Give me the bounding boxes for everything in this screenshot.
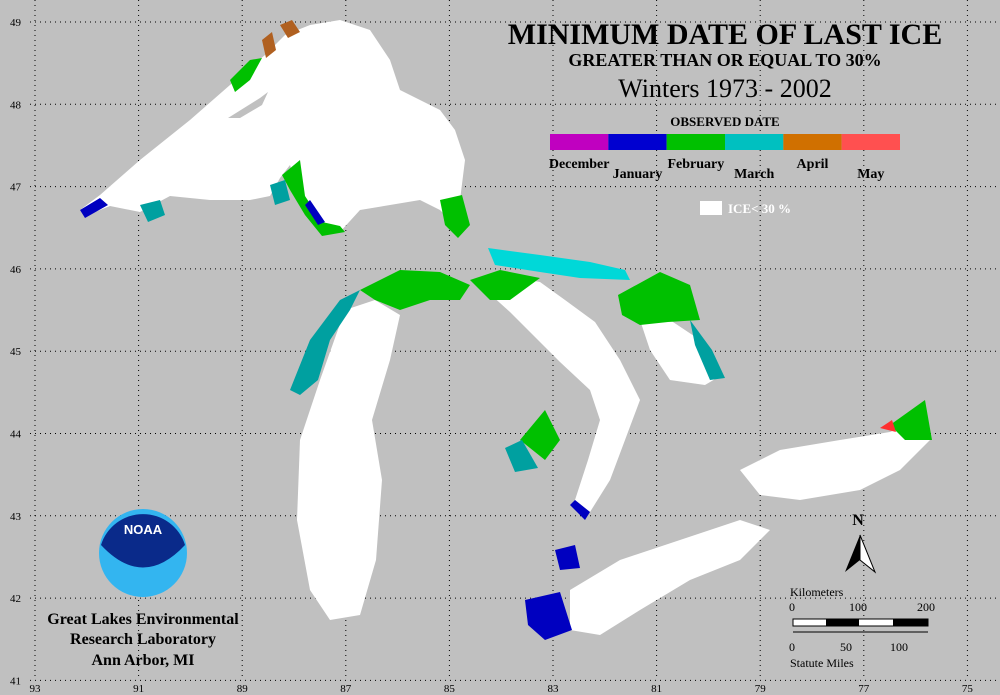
scale-label: 0 <box>789 600 795 614</box>
north-label: N <box>852 512 864 529</box>
title: MINIMUM DATE OF LAST ICE <box>508 18 942 51</box>
subtitle: GREATER THAN OR EQUAL TO 30% <box>568 50 881 70</box>
latitude-label: 43 <box>10 511 22 523</box>
legend-swatch <box>725 134 784 150</box>
legend-label: February <box>667 157 724 172</box>
longitude-label: 83 <box>548 683 560 695</box>
latitude-label: 48 <box>10 99 22 111</box>
scale-label: 200 <box>917 600 935 614</box>
ice-band <box>360 270 470 310</box>
island <box>228 92 268 118</box>
lake-huron <box>480 275 640 512</box>
scale-title: Statute Miles <box>790 656 854 670</box>
ice-band <box>570 500 590 520</box>
ice-swatch <box>700 201 722 215</box>
georgian-bay <box>640 320 722 385</box>
lake-ontario <box>740 420 930 500</box>
longitude-label: 89 <box>237 683 249 695</box>
latitude-label: 41 <box>10 675 21 687</box>
scale-bar <box>826 619 859 626</box>
legend-label: December <box>549 157 610 172</box>
longitude-label: 79 <box>755 683 767 695</box>
noaa-logo-top <box>101 514 185 568</box>
scale-bar <box>893 619 928 626</box>
ice-label: ICE< 30 % <box>728 201 791 216</box>
scale-label: 100 <box>849 600 867 614</box>
legend-swatch <box>783 134 842 150</box>
ice-band <box>890 400 932 440</box>
latitude-label: 49 <box>10 17 22 29</box>
latitude-label: 47 <box>10 182 22 194</box>
longitude-label: 93 <box>30 683 42 695</box>
latitude-label: 45 <box>10 346 22 358</box>
lab-name: Research Laboratory <box>70 631 216 648</box>
ice-band <box>690 320 725 380</box>
scale-label: 100 <box>890 640 908 654</box>
legend-swatch <box>841 134 900 150</box>
legend-label: January <box>613 167 663 182</box>
ice-band <box>230 58 470 238</box>
scale-title: Kilometers <box>790 585 844 599</box>
legend-swatch <box>550 134 609 150</box>
ice-band <box>140 180 290 222</box>
ice-band <box>505 440 538 472</box>
legend-title: OBSERVED DATE <box>670 114 779 129</box>
lake-michigan <box>297 300 400 620</box>
north-channel <box>488 248 630 280</box>
legend-label: May <box>857 167 884 182</box>
lake-superior <box>80 20 465 232</box>
ice-band <box>262 20 300 58</box>
latitude-label: 46 <box>10 264 22 276</box>
noaa-text: NOAA <box>124 522 163 537</box>
longitude-label: 75 <box>962 683 974 695</box>
latitude-label: 44 <box>10 429 22 441</box>
legend-label: April <box>797 157 829 172</box>
period: Winters 1973 - 2002 <box>618 74 831 103</box>
north-arrow <box>859 534 877 574</box>
legend-swatch <box>608 134 667 150</box>
scale-label: 50 <box>840 640 852 654</box>
scale-label: 0 <box>789 640 795 654</box>
legend-swatch <box>666 134 725 150</box>
longitude-label: 91 <box>133 683 144 695</box>
ice-band <box>525 545 580 640</box>
lake-erie <box>570 520 770 635</box>
lab-name: Ann Arbor, MI <box>92 652 195 669</box>
ice-band <box>618 272 700 325</box>
longitude-label: 85 <box>444 683 456 695</box>
legend-label: March <box>734 167 774 182</box>
latitude-label: 42 <box>10 593 21 605</box>
longitude-label: 87 <box>340 683 352 695</box>
longitude-label: 81 <box>651 683 662 695</box>
lab-name: Great Lakes Environmental <box>47 611 239 628</box>
longitude-label: 77 <box>858 683 870 695</box>
north-arrow <box>845 535 860 572</box>
ice-band <box>880 420 896 432</box>
ice-band <box>470 270 560 460</box>
ice-band <box>290 290 360 395</box>
